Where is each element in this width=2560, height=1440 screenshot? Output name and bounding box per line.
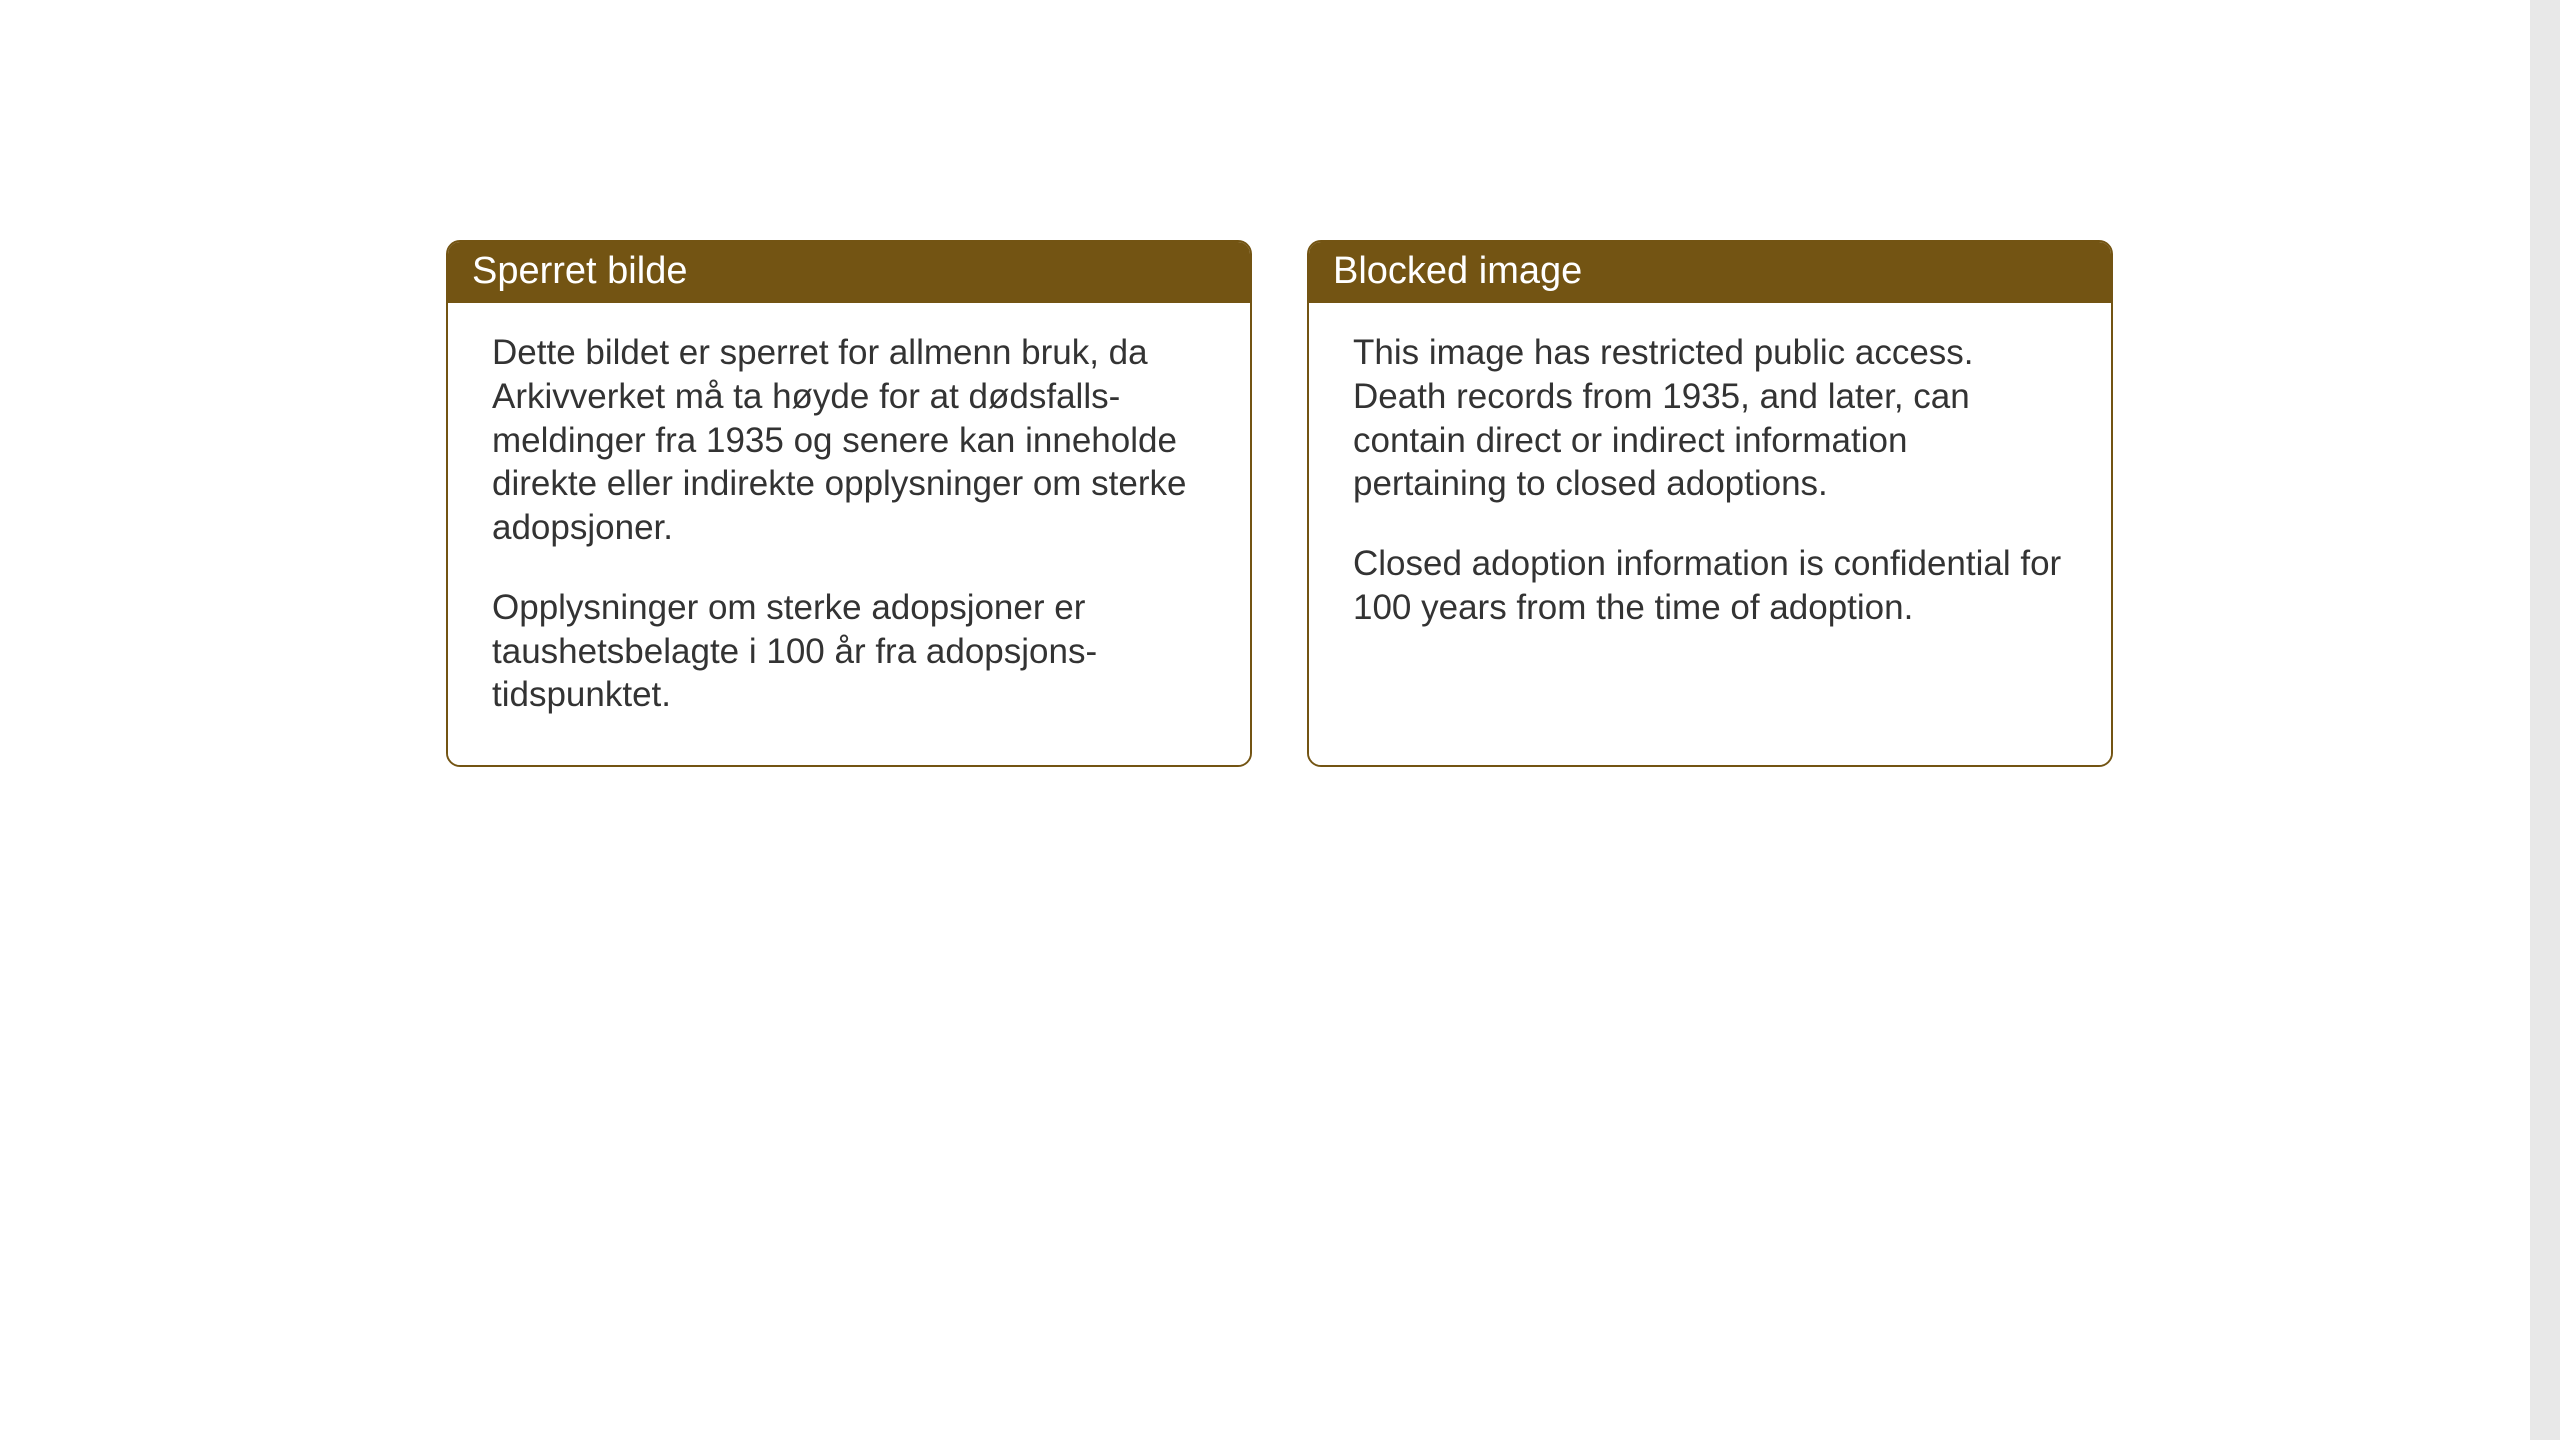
card-title: Sperret bilde (472, 250, 687, 292)
notice-card-english: Blocked image This image has restricted … (1307, 240, 2113, 767)
vertical-scrollbar[interactable] (2530, 0, 2560, 1440)
card-body-english: This image has restricted public access.… (1309, 303, 2111, 765)
card-paragraph: Closed adoption information is confident… (1353, 542, 2067, 630)
scrollbar-thumb[interactable] (2530, 0, 2560, 1440)
card-body-norwegian: Dette bildet er sperret for allmenn bruk… (448, 303, 1250, 765)
card-header-english: Blocked image (1309, 242, 2111, 303)
card-paragraph: Dette bildet er sperret for allmenn bruk… (492, 331, 1206, 550)
card-header-norwegian: Sperret bilde (448, 242, 1250, 303)
card-paragraph: Opplysninger om sterke adopsjoner er tau… (492, 586, 1206, 717)
notice-card-norwegian: Sperret bilde Dette bildet er sperret fo… (446, 240, 1252, 767)
card-paragraph: This image has restricted public access.… (1353, 331, 2067, 506)
notice-container: Sperret bilde Dette bildet er sperret fo… (446, 240, 2113, 767)
card-title: Blocked image (1333, 250, 1582, 292)
